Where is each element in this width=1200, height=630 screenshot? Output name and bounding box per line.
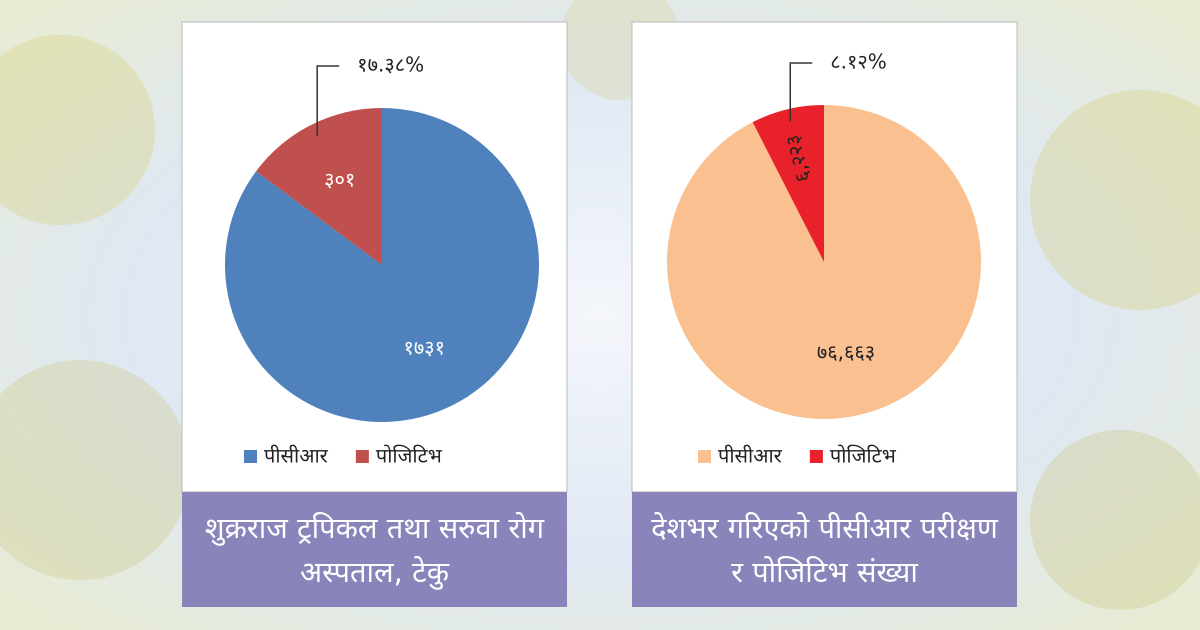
- pie-slice: [256, 108, 382, 265]
- legend-label: पीसीआर: [264, 444, 329, 468]
- legend-label: पोजिटिभ: [376, 444, 443, 468]
- value-label: ३०१: [324, 167, 355, 191]
- legend-swatch: [698, 450, 711, 463]
- callout-line: [316, 65, 340, 136]
- caption: शुक्रराज ट्रपिकल तथा सरुवा रोग अस्पताल, …: [182, 492, 567, 607]
- background-decoration: [0, 0, 1200, 610]
- value-label: ७६,६६३: [817, 340, 875, 364]
- value-label: १७३१: [403, 336, 445, 360]
- caption: देशभर गरिएको पीसीआर परीक्षण र पोजिटिभ सं…: [632, 492, 1017, 607]
- legend-swatch: [355, 450, 369, 463]
- legend-label: पीसीआर: [718, 444, 783, 468]
- legend-label: पोजिटिभ: [830, 444, 897, 468]
- pie-slice: [752, 105, 824, 262]
- annotation: १७.३८%: [357, 53, 424, 77]
- callout-line: [789, 62, 813, 122]
- pie-slice: [224, 108, 539, 422]
- legend-swatch: [244, 450, 257, 463]
- legend-swatch: [809, 450, 823, 463]
- annotation: ८.१२%: [830, 50, 887, 74]
